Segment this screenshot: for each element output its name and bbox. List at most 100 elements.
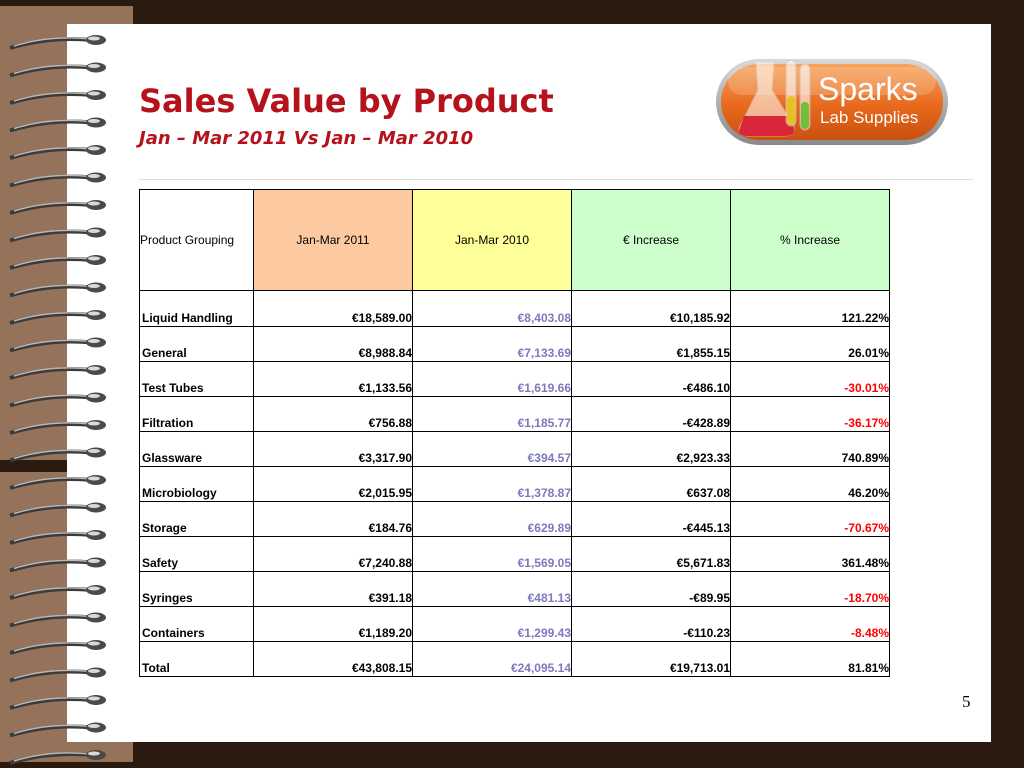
spiral-ring — [9, 145, 106, 160]
spiral-ring — [9, 35, 106, 50]
sales-table: Product Grouping Jan-Mar 2011 Jan-Mar 20… — [139, 189, 890, 677]
table-row: Test Tubes €1,133.56 €1,619.66 -€486.10 … — [139, 361, 890, 397]
header-jan-mar-2011: Jan-Mar 2011 — [253, 189, 413, 291]
spiral-ring — [9, 392, 106, 408]
table-row: General €8,988.84 €7,133.69 €1,855.15 26… — [139, 326, 890, 362]
jan-mar-2010-cell: €1,185.77 — [412, 396, 572, 432]
header-jan-mar-2010: Jan-Mar 2010 — [412, 189, 572, 291]
header-eur-increase: € Increase — [571, 189, 731, 291]
spiral-ring — [9, 255, 106, 270]
jan-mar-2011-cell: €756.88 — [253, 396, 413, 432]
product-cell: Microbiology — [139, 466, 254, 502]
product-cell: Total — [139, 641, 254, 677]
spiral-ring — [9, 200, 106, 215]
spiral-ring — [9, 447, 106, 463]
jan-mar-2011-cell: €18,589.00 — [253, 290, 413, 327]
jan-mar-2011-cell: €3,317.90 — [253, 431, 413, 467]
spiral-ring — [9, 475, 106, 490]
jan-mar-2010-cell: €394.57 — [412, 431, 572, 467]
spiral-ring — [9, 722, 106, 738]
jan-mar-2011-cell: €391.18 — [253, 571, 413, 607]
jan-mar-2010-cell: €1,569.05 — [412, 536, 572, 572]
jan-mar-2011-cell: €43,808.15 — [253, 641, 413, 677]
spiral-ring — [9, 90, 106, 105]
product-cell: Filtration — [139, 396, 254, 432]
header-product-grouping: Product Grouping — [139, 189, 254, 291]
lab-flask-test-tubes-icon — [738, 59, 811, 137]
pct-increase-cell: -18.70% — [730, 571, 890, 607]
jan-mar-2010-cell: €8,403.08 — [412, 290, 572, 327]
spiral-ring — [9, 62, 106, 78]
product-cell: Storage — [139, 501, 254, 537]
pct-increase-cell: -70.67% — [730, 501, 890, 537]
spiral-ring — [9, 530, 106, 545]
product-cell: General — [139, 326, 254, 362]
spiral-ring — [9, 117, 106, 133]
jan-mar-2010-cell: €481.13 — [412, 571, 572, 607]
spiral-ring — [9, 172, 106, 188]
header-divider — [139, 179, 973, 180]
table-row-total: Total €43,808.15 €24,095.14 €19,713.01 8… — [139, 641, 890, 677]
table-row: Syringes €391.18 €481.13 -€89.95 -18.70% — [139, 571, 890, 607]
jan-mar-2011-cell: €2,015.95 — [253, 466, 413, 502]
eur-increase-cell: €2,923.33 — [571, 431, 731, 467]
jan-mar-2010-cell: €24,095.14 — [412, 641, 572, 677]
pct-increase-cell: -30.01% — [730, 361, 890, 397]
jan-mar-2011-cell: €7,240.88 — [253, 536, 413, 572]
spiral-ring — [9, 750, 106, 765]
eur-increase-cell: -€486.10 — [571, 361, 731, 397]
jan-mar-2010-cell: €1,378.87 — [412, 466, 572, 502]
header-pct-increase: % Increase — [730, 189, 890, 291]
jan-mar-2011-cell: €184.76 — [253, 501, 413, 537]
page-number: 5 — [962, 692, 971, 711]
product-cell: Test Tubes — [139, 361, 254, 397]
pct-increase-cell: 740.89% — [730, 431, 890, 467]
product-cell: Glassware — [139, 431, 254, 467]
spiral-ring — [9, 585, 106, 600]
jan-mar-2011-cell: €1,189.20 — [253, 606, 413, 642]
eur-increase-cell: €10,185.92 — [571, 290, 731, 327]
eur-increase-cell: €19,713.01 — [571, 641, 731, 677]
product-cell: Syringes — [139, 571, 254, 607]
table-row: Containers €1,189.20 €1,299.43 -€110.23 … — [139, 606, 890, 642]
eur-increase-cell: -€110.23 — [571, 606, 731, 642]
eur-increase-cell: €1,855.15 — [571, 326, 731, 362]
eur-increase-cell: -€89.95 — [571, 571, 731, 607]
table-row: Microbiology €2,015.95 €1,378.87 €637.08… — [139, 466, 890, 502]
product-cell: Liquid Handling — [139, 290, 254, 327]
jan-mar-2010-cell: €629.89 — [412, 501, 572, 537]
slide-title: Sales Value by Product — [139, 82, 554, 120]
spiral-ring — [9, 502, 106, 518]
pct-increase-cell: -8.48% — [730, 606, 890, 642]
spiral-binding-rings — [9, 35, 106, 765]
spiral-ring — [9, 612, 106, 628]
table-row: Liquid Handling €18,589.00 €8,403.08 €10… — [139, 290, 890, 327]
table-row: Filtration €756.88 €1,185.77 -€428.89 -3… — [139, 396, 890, 432]
pct-increase-cell: 81.81% — [730, 641, 890, 677]
jan-mar-2010-cell: €1,299.43 — [412, 606, 572, 642]
eur-increase-cell: €637.08 — [571, 466, 731, 502]
spiral-ring — [9, 282, 106, 298]
table-row: Safety €7,240.88 €1,569.05 €5,671.83 361… — [139, 536, 890, 572]
spiral-ring — [9, 337, 106, 353]
logo-name: Sparks — [818, 71, 918, 107]
table-row: Storage €184.76 €629.89 -€445.13 -70.67% — [139, 501, 890, 537]
pct-increase-cell: 26.01% — [730, 326, 890, 362]
jan-mar-2011-cell: €8,988.84 — [253, 326, 413, 362]
jan-mar-2011-cell: €1,133.56 — [253, 361, 413, 397]
pct-increase-cell: -36.17% — [730, 396, 890, 432]
sparks-logo: Sparks Lab Supplies — [714, 56, 950, 148]
spiral-ring — [9, 365, 106, 380]
eur-increase-cell: -€428.89 — [571, 396, 731, 432]
table-header-row: Product Grouping Jan-Mar 2011 Jan-Mar 20… — [139, 189, 890, 291]
spiral-ring — [9, 310, 106, 325]
jan-mar-2010-cell: €7,133.69 — [412, 326, 572, 362]
pct-increase-cell: 46.20% — [730, 466, 890, 502]
spiral-ring — [9, 557, 106, 573]
eur-increase-cell: -€445.13 — [571, 501, 731, 537]
table-row: Glassware €3,317.90 €394.57 €2,923.33 74… — [139, 431, 890, 467]
spiral-ring — [9, 640, 106, 655]
spiral-ring — [9, 420, 106, 435]
eur-increase-cell: €5,671.83 — [571, 536, 731, 572]
spiral-ring — [9, 227, 106, 243]
